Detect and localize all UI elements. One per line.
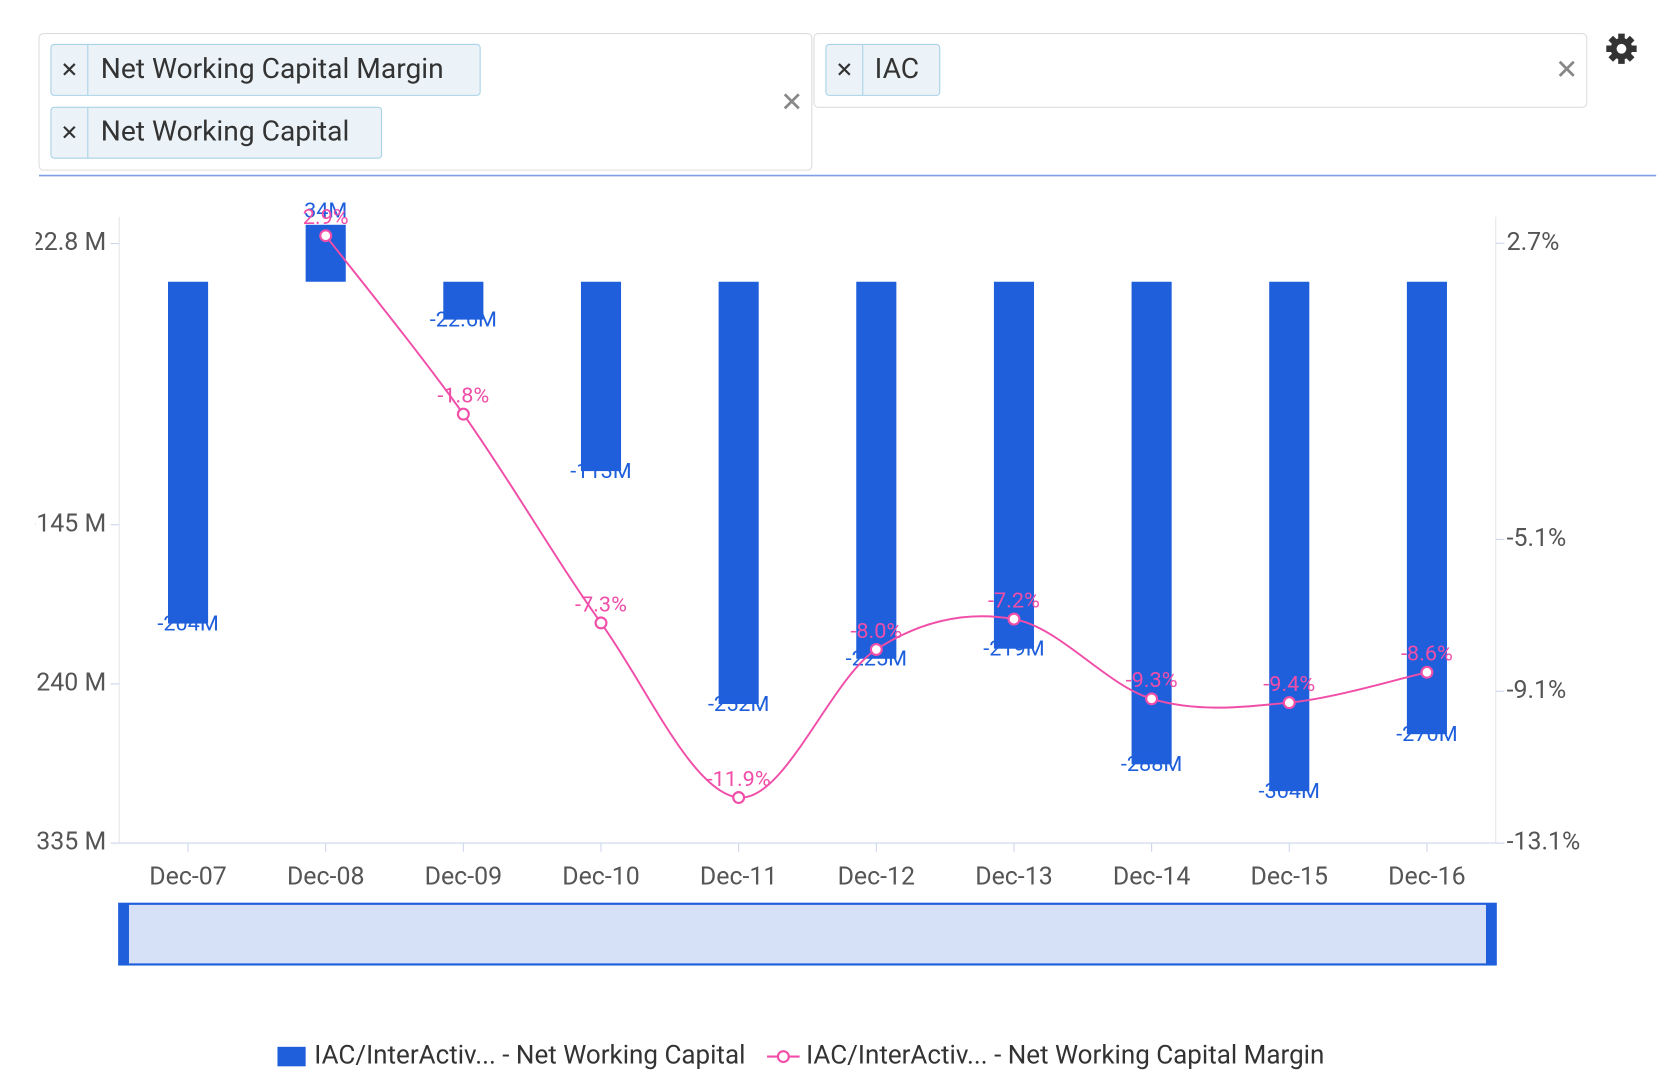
data-label: -22.6M xyxy=(430,307,497,332)
bar xyxy=(580,281,622,472)
y2-tick-label: -9.1% xyxy=(1507,676,1567,705)
company-filter[interactable] xyxy=(813,33,1588,108)
point xyxy=(1007,612,1021,626)
bar xyxy=(718,281,759,705)
data-label: -252M xyxy=(708,692,769,717)
point xyxy=(1420,665,1434,679)
data-label: -7.3% xyxy=(575,592,627,617)
navigator-handle[interactable] xyxy=(1485,903,1496,965)
x-tick-label: Dec-09 xyxy=(425,862,502,891)
data-label: -204M xyxy=(157,611,218,636)
data-label: -304M xyxy=(1259,779,1320,804)
x-tick-label: Dec-11 xyxy=(700,862,777,891)
point xyxy=(1145,692,1159,706)
legend-label: IAC/InterActiv... - Net Working Capital xyxy=(314,1040,745,1070)
legend-label: IAC/InterActiv... - Net Working Capital … xyxy=(806,1040,1324,1070)
data-label: 34M xyxy=(304,198,347,223)
tag-label: IAC xyxy=(875,52,919,85)
point xyxy=(732,791,746,805)
y-tick-label: -145 M xyxy=(29,509,106,538)
bar xyxy=(1406,281,1447,735)
bar xyxy=(1131,281,1172,765)
legend-swatch xyxy=(277,1046,306,1067)
y-tick-label: -240 M xyxy=(29,668,106,697)
y-axis: 22.8 M -145 M -240 M -335 M xyxy=(29,228,106,857)
data-label: -270M xyxy=(1396,722,1457,747)
settings-icon[interactable] xyxy=(1600,27,1643,70)
data-label: -1.8% xyxy=(437,384,489,409)
x-tick-label: Dec-15 xyxy=(1251,862,1328,891)
y-tick-label: 22.8 M xyxy=(30,228,106,257)
clear-button[interactable] xyxy=(783,93,800,110)
data-label: -288M xyxy=(1121,752,1182,777)
x-tick-label: Dec-14 xyxy=(1113,862,1190,891)
bar xyxy=(168,281,209,624)
data-label: -219M xyxy=(983,637,1044,662)
data-label: 2.9% xyxy=(303,205,349,230)
data-label: -8.6% xyxy=(1401,642,1453,667)
y2-tick-label: -5.1% xyxy=(1507,524,1567,553)
navigator-handle[interactable] xyxy=(119,903,129,965)
metric-tag[interactable]: Net Working Capital xyxy=(50,106,383,159)
clear-button[interactable] xyxy=(1558,60,1575,77)
point xyxy=(1282,696,1296,710)
data-label: -7.2% xyxy=(988,589,1040,614)
data-label: -11.9% xyxy=(707,767,771,792)
tag-label: Net Working Capital xyxy=(101,115,350,148)
bar xyxy=(856,281,897,659)
line xyxy=(324,235,1428,799)
x-tick-label: Dec-12 xyxy=(838,862,915,891)
x-tick-label: Dec-13 xyxy=(975,862,1052,891)
data-label: -9.4% xyxy=(1263,672,1315,697)
y2-tick-label: 2.7% xyxy=(1507,228,1560,257)
navigator[interactable] xyxy=(118,902,1497,966)
point xyxy=(319,229,333,243)
x-tick-label: Dec-10 xyxy=(562,862,639,891)
tag-label: Net Working Capital Margin xyxy=(101,52,444,85)
bar xyxy=(993,281,1035,649)
point xyxy=(456,407,470,421)
bar xyxy=(443,281,484,320)
y2-tick-label: -13.1% xyxy=(1507,828,1581,857)
company-tag[interactable]: IAC xyxy=(825,43,941,96)
x-tick-label: Dec-16 xyxy=(1388,862,1465,891)
legend-swatch xyxy=(776,1050,790,1064)
point xyxy=(594,616,608,630)
data-label: -9.3% xyxy=(1126,668,1178,693)
x-tick-label: Dec-07 xyxy=(149,862,226,891)
data-label: -113M xyxy=(570,459,631,484)
y-tick-label: -335 M xyxy=(29,828,106,857)
metric-tag[interactable]: Net Working Capital Margin xyxy=(50,43,481,96)
point xyxy=(869,642,883,656)
bar xyxy=(1269,281,1310,792)
data-label: -8.0% xyxy=(850,619,902,644)
x-tick-label: Dec-08 xyxy=(287,862,364,891)
